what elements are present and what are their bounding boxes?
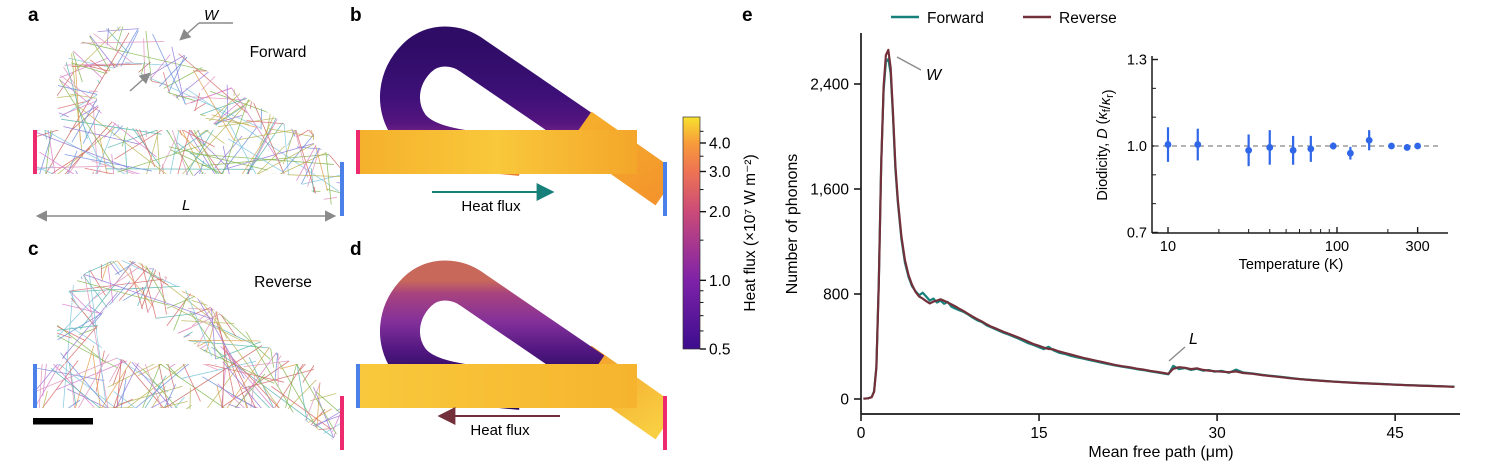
inset-x-axis-label: Temperature (K): [1239, 257, 1344, 273]
svg-text:2,400: 2,400: [810, 77, 849, 94]
svg-text:1.3: 1.3: [1127, 53, 1147, 69]
legend: Forward Reverse: [891, 10, 1117, 27]
svg-text:800: 800: [823, 287, 849, 304]
data-point: [1266, 144, 1274, 151]
svg-text:4.0: 4.0: [709, 135, 731, 152]
svg-text:300: 300: [1406, 239, 1430, 255]
series-reverse: [863, 48, 1455, 400]
panel-d-reverse-heatmap: Heat flux: [356, 260, 667, 450]
svg-text:100: 100: [1325, 239, 1349, 255]
panel-b-forward-heatmap: Heat flux: [356, 26, 667, 216]
svg-text:0.5: 0.5: [709, 342, 731, 359]
data-point: [1403, 144, 1411, 151]
data-point: [1346, 149, 1354, 157]
legend-label-forward: Forward: [927, 10, 984, 27]
svg-text:45: 45: [1387, 425, 1404, 442]
data-point: [1388, 142, 1395, 150]
colorbar-gradient: [682, 116, 701, 350]
main-plot: 0 15 30 45 0 800 1,600 2,400 Mean free path (μm)…: [784, 33, 1460, 461]
panel-a-forward-trajectory-map: W L Forward: [0, 0, 519, 411]
annotation-W: W: [926, 67, 943, 84]
panel-letter-d: d: [350, 239, 362, 260]
reverse-label: Reverse: [254, 274, 312, 291]
forward-label: Forward: [250, 44, 307, 61]
heatmap-shape: [356, 26, 667, 206]
panel-letter-e: e: [742, 5, 753, 26]
svg-text:3.0: 3.0: [709, 164, 731, 181]
svg-text:1.0: 1.0: [709, 273, 731, 290]
svg-text:2.0: 2.0: [709, 204, 731, 221]
svg-text:30: 30: [1208, 425, 1226, 442]
phonon-trajectories-reverse: [0, 90, 485, 476]
data-point: [1307, 145, 1315, 153]
x-axis-label: Mean free path (μm): [1088, 444, 1233, 461]
data-point: [1289, 146, 1297, 154]
inset-y-axis-label: Diodicity, D (κf/κr): [1095, 89, 1117, 200]
heat-flux-colorbar: 4.0 3.0 2.0 1.0 0.5 Heat flux (×10⁷ W m⁻²): [682, 116, 759, 359]
width-label: W: [204, 7, 220, 24]
scale-bar: [33, 418, 93, 425]
data-point: [1164, 141, 1172, 148]
panel-c-reverse-trajectory-map: Reverse: [0, 90, 485, 476]
annotation-L: L: [1189, 331, 1198, 348]
svg-text:0: 0: [857, 425, 866, 442]
svg-text:0: 0: [840, 392, 849, 409]
heat-flux-label: Heat flux: [461, 198, 521, 215]
series-forward: [863, 57, 1455, 400]
inset-diodicity-plot: 10 100 300 0.7 1.0 1.3 Temperature (K) Diodicit…: [1095, 53, 1448, 273]
svg-text:1.0: 1.0: [1127, 139, 1147, 155]
colorbar-label: Heat flux (×10⁷ W m⁻²): [742, 154, 759, 311]
colorbar-ticks: 4.0 3.0 2.0 1.0 0.5: [700, 130, 731, 359]
data-point: [1365, 136, 1373, 144]
svg-text:15: 15: [1030, 425, 1047, 442]
heat-flux-label: Heat flux: [470, 422, 530, 439]
heatmap-shape: [356, 260, 667, 440]
y-axis-label: Number of phonons: [784, 154, 801, 295]
data-point: [1194, 141, 1202, 148]
length-label: L: [182, 197, 190, 214]
svg-text:10: 10: [1160, 239, 1176, 255]
panel-e-phonon-spectra-chart: 0 15 30 45 0 800 1,600 2,400 Mean free path (μm)…: [784, 10, 1460, 461]
width-annotation-arrows: [129, 22, 233, 92]
svg-text:1,600: 1,600: [810, 182, 849, 199]
svg-text:0.7: 0.7: [1127, 225, 1147, 241]
legend-label-reverse: Reverse: [1059, 10, 1117, 27]
data-point: [1329, 142, 1337, 150]
panel-letter-b: b: [350, 5, 362, 26]
panel-letter-a: a: [28, 5, 39, 26]
data-point: [1414, 142, 1422, 150]
data-point: [1245, 146, 1253, 154]
panel-letter-c: c: [28, 239, 39, 260]
